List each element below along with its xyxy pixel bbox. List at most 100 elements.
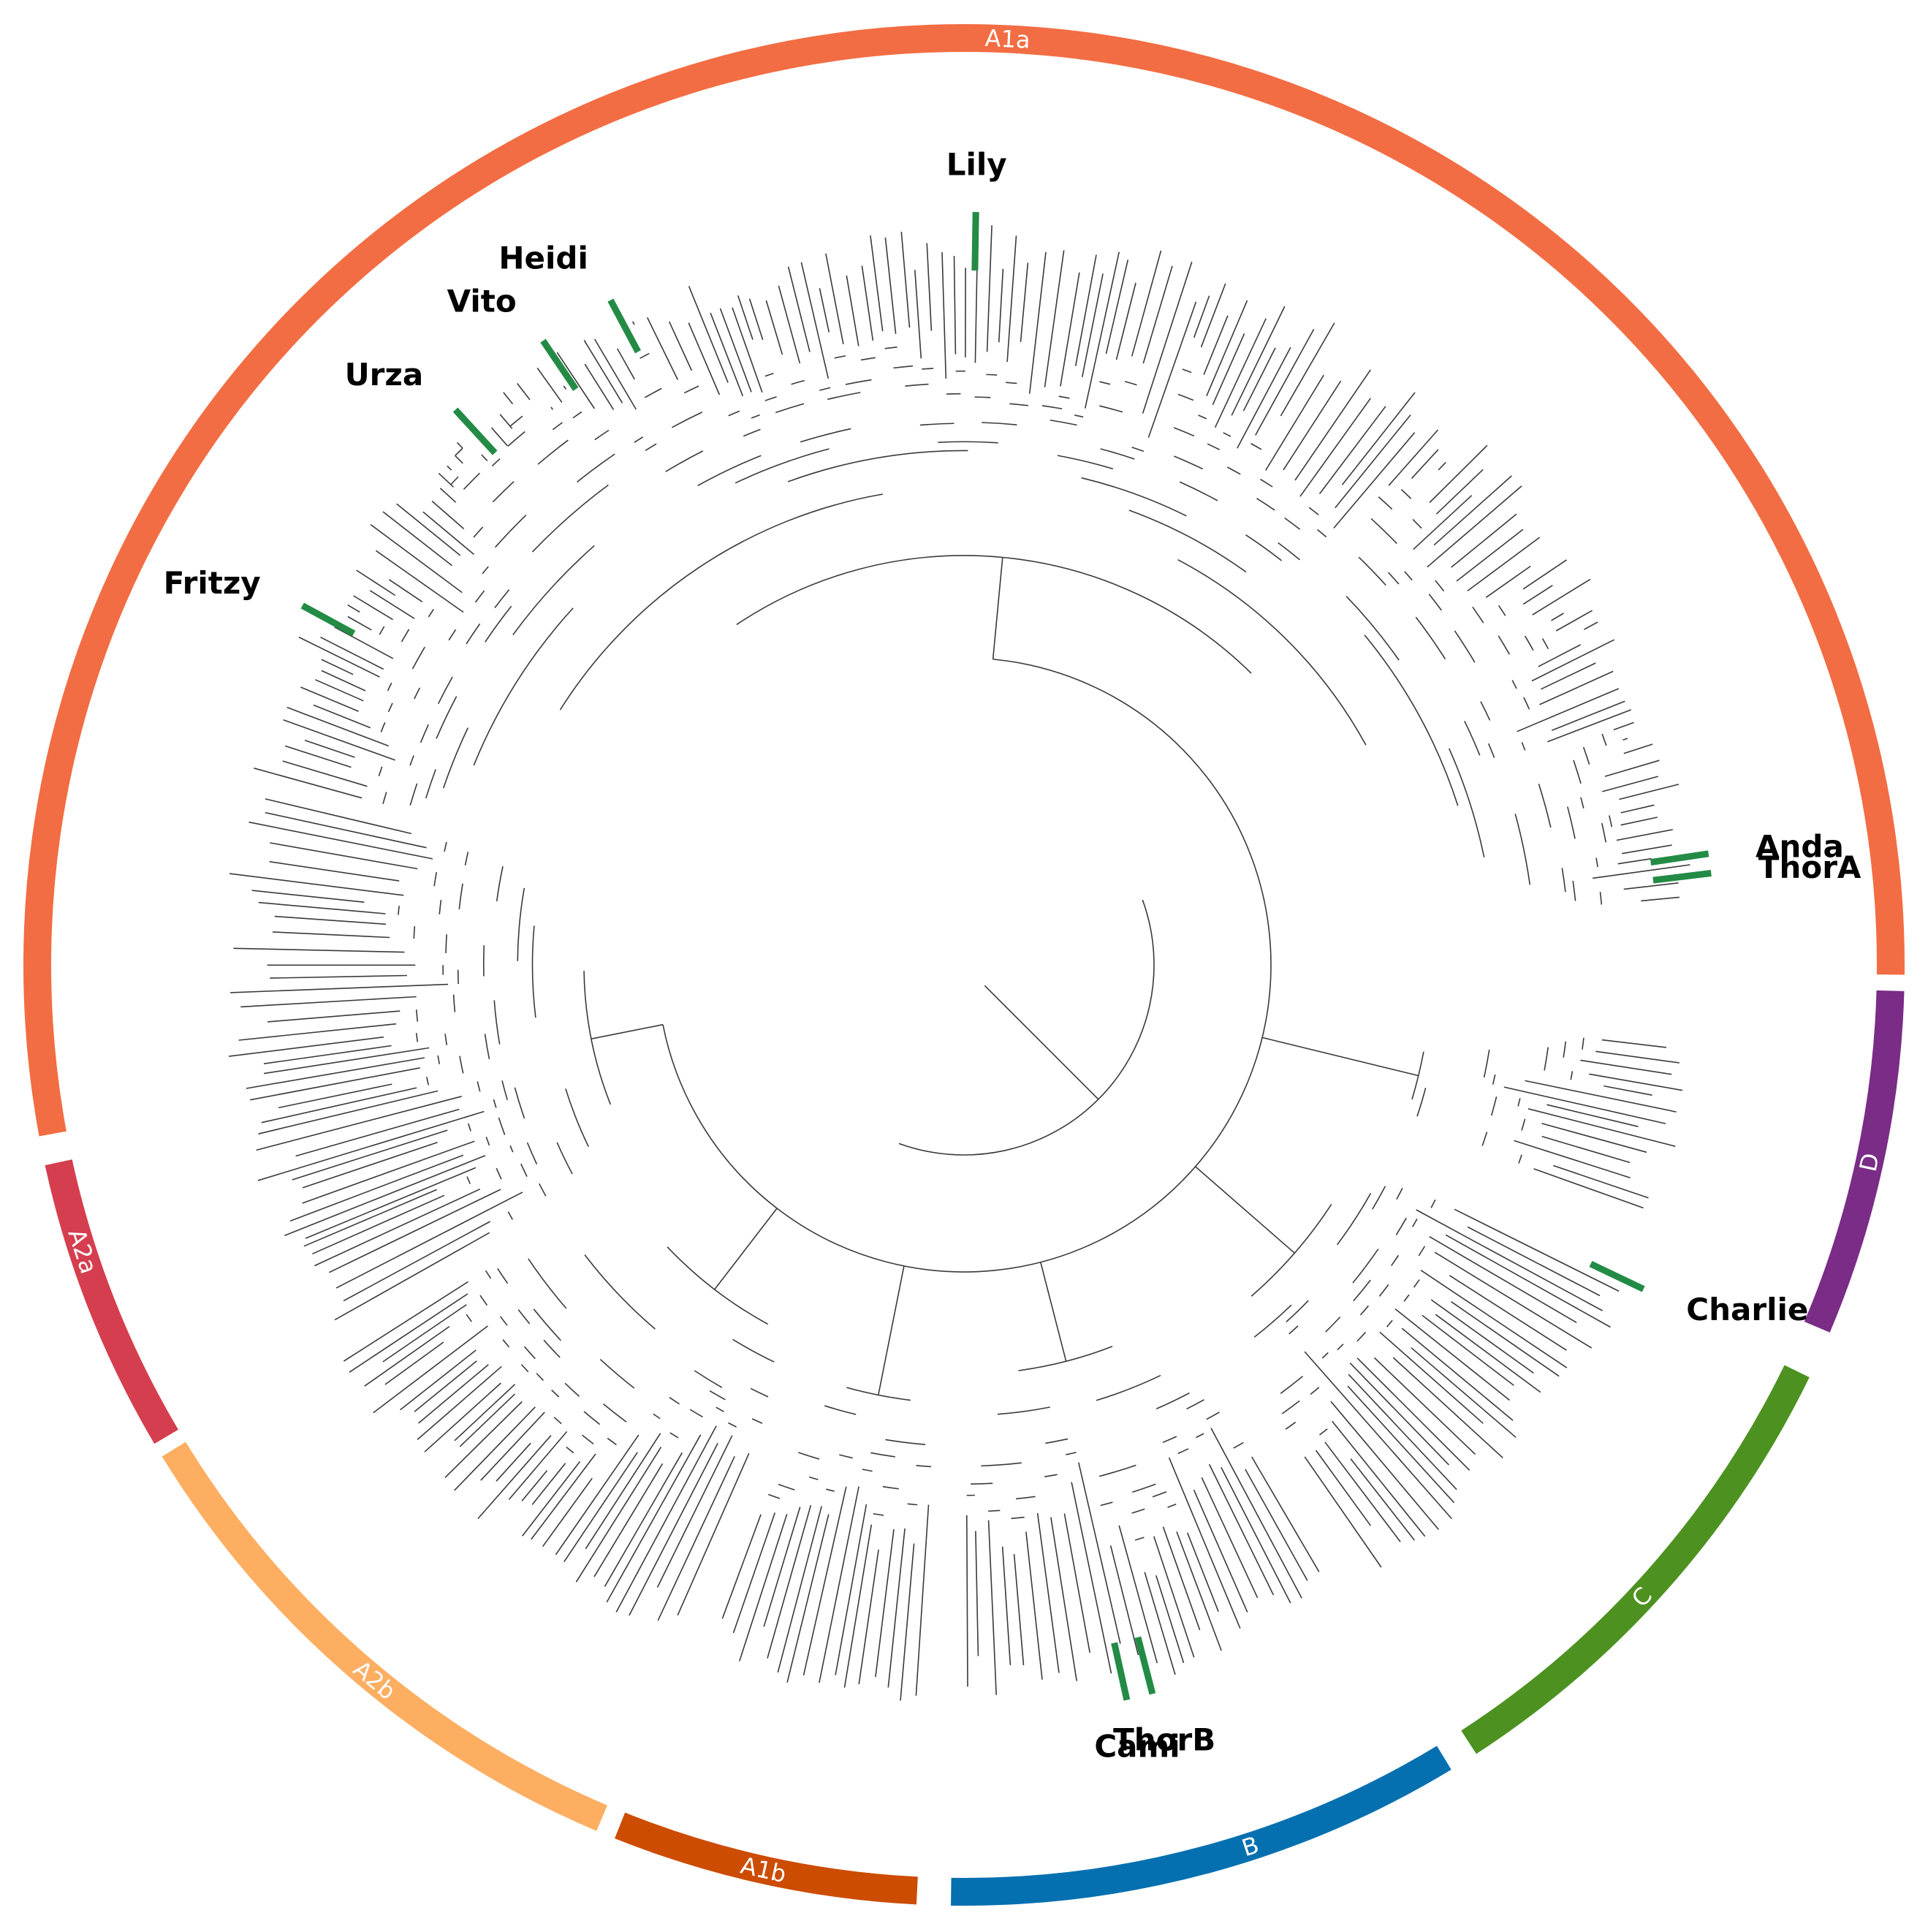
tree-branch-arc bbox=[737, 556, 1251, 673]
tree-branch bbox=[819, 288, 829, 332]
tree-branch-arc bbox=[1519, 1155, 1522, 1164]
tree-branch bbox=[249, 822, 433, 859]
tree-branch-arc bbox=[981, 1463, 1022, 1466]
tree-branch bbox=[259, 1091, 439, 1134]
tree-branch bbox=[1177, 1531, 1221, 1651]
tree-branch-arc bbox=[698, 455, 762, 485]
tree-branch bbox=[496, 1443, 531, 1481]
tree-branch-arc bbox=[532, 485, 608, 552]
tree-branch bbox=[870, 235, 883, 331]
tree-branch-arc bbox=[1178, 1449, 1188, 1453]
tree-branch-arc bbox=[1260, 480, 1272, 487]
tree-branch bbox=[591, 1025, 663, 1039]
tree-branch-arc bbox=[1058, 455, 1113, 469]
tree-branch bbox=[273, 932, 390, 938]
tree-branch-arc bbox=[525, 1346, 536, 1358]
tree-branch bbox=[1603, 1086, 1652, 1096]
tree-branch-arc bbox=[971, 1483, 993, 1484]
tree-branch bbox=[1194, 1490, 1248, 1612]
tree-branch-arc bbox=[824, 1406, 856, 1414]
tree-branch-arc bbox=[735, 449, 829, 483]
tree-branch bbox=[257, 1096, 462, 1151]
tree-branch-arc bbox=[922, 368, 933, 369]
isolate-marker-fritzy bbox=[303, 606, 354, 634]
tree-branch bbox=[500, 414, 512, 429]
tree-branch bbox=[916, 1505, 928, 1696]
tree-branch bbox=[423, 512, 474, 554]
tree-branch bbox=[1211, 1428, 1302, 1599]
tree-branch-arc bbox=[477, 1081, 479, 1091]
tree-branch-arc bbox=[402, 629, 409, 642]
isolate-label-fritzy: Fritzy bbox=[164, 565, 261, 601]
tree-branch-arc bbox=[1543, 639, 1549, 649]
tree-branch-arc bbox=[466, 624, 480, 644]
tree-branch bbox=[984, 985, 1098, 1099]
tree-branch bbox=[1348, 1374, 1457, 1490]
tree-branch bbox=[942, 252, 946, 379]
tree-branch bbox=[1351, 1459, 1414, 1541]
tree-branch-arc bbox=[1011, 1518, 1024, 1519]
tree-branch-arc bbox=[827, 393, 860, 400]
tree-branch-arc bbox=[729, 1423, 737, 1428]
tree-branch-arc bbox=[552, 1390, 559, 1397]
tree-branch-arc bbox=[557, 1143, 572, 1174]
tree-branch bbox=[278, 1084, 392, 1107]
tree-branch-arc bbox=[553, 423, 562, 430]
tree-branch-arc bbox=[539, 1183, 546, 1196]
tree-branch-arc bbox=[438, 1056, 439, 1064]
tree-branch-arc bbox=[1059, 396, 1070, 398]
clade-label-a1a: A1a bbox=[984, 24, 1031, 54]
tree-branch-arc bbox=[1489, 743, 1495, 757]
tree-branch-arc bbox=[459, 884, 463, 909]
tree-branch-arc bbox=[885, 347, 897, 349]
tree-branch-arc bbox=[1360, 1306, 1368, 1315]
tree-branch-arc bbox=[1196, 1433, 1204, 1437]
tree-branch-arc bbox=[417, 1033, 418, 1042]
tree-branch bbox=[1051, 1518, 1077, 1681]
tree-branch-arc bbox=[1309, 507, 1318, 515]
tree-branch-arc bbox=[412, 647, 425, 669]
tree-branch-arc bbox=[1405, 572, 1412, 580]
tree-branch-arc bbox=[494, 1000, 499, 1044]
tree-branch-arc bbox=[1132, 1509, 1145, 1513]
tree-branch bbox=[344, 1281, 468, 1361]
tree-branch-arc bbox=[1280, 1376, 1302, 1394]
tree-branch bbox=[585, 364, 613, 409]
tree-branch-arc bbox=[1431, 1200, 1435, 1208]
tree-branch-arc bbox=[379, 767, 382, 776]
tree-branch bbox=[993, 558, 1003, 659]
tree-branch bbox=[300, 687, 358, 711]
tree-branch-arc bbox=[1125, 382, 1136, 385]
tree-branch bbox=[1427, 486, 1522, 567]
tree-branch-arc bbox=[768, 1494, 780, 1499]
tree-branch-arc bbox=[1419, 1246, 1424, 1256]
tree-branch-arc bbox=[498, 1268, 508, 1284]
tree-branch bbox=[1584, 622, 1598, 629]
tree-branch bbox=[1624, 883, 1679, 890]
isolate-marker-charlie bbox=[1591, 1264, 1644, 1289]
tree-branch bbox=[555, 1435, 638, 1555]
tree-branch-arc bbox=[528, 1259, 566, 1308]
tree-branch-arc bbox=[716, 1407, 724, 1412]
tree-branch bbox=[618, 349, 635, 379]
tree-branch-arc bbox=[792, 381, 805, 384]
tree-branch-arc bbox=[464, 473, 480, 489]
tree-branch-arc bbox=[379, 626, 384, 634]
tree-branch-arc bbox=[521, 1164, 527, 1177]
tree-branch-arc bbox=[486, 1137, 489, 1145]
tree-branch bbox=[292, 1130, 447, 1180]
tree-branch-arc bbox=[1449, 749, 1484, 857]
tree-branch-arc bbox=[1481, 702, 1490, 721]
tree-branch-arc bbox=[938, 442, 998, 443]
tree-branch bbox=[1014, 1554, 1024, 1665]
isolate-marker-thora bbox=[1653, 874, 1711, 881]
tree-branch bbox=[1332, 1421, 1425, 1536]
tree-branch-arc bbox=[645, 388, 661, 397]
tree-branch bbox=[1624, 744, 1652, 754]
tree-branch bbox=[259, 903, 386, 914]
tree-branch-arc bbox=[751, 1388, 768, 1396]
tree-branch bbox=[1416, 1210, 1603, 1311]
tree-branch bbox=[1202, 284, 1226, 347]
tree-branch bbox=[1541, 663, 1595, 689]
tree-branch-arc bbox=[566, 1088, 588, 1146]
